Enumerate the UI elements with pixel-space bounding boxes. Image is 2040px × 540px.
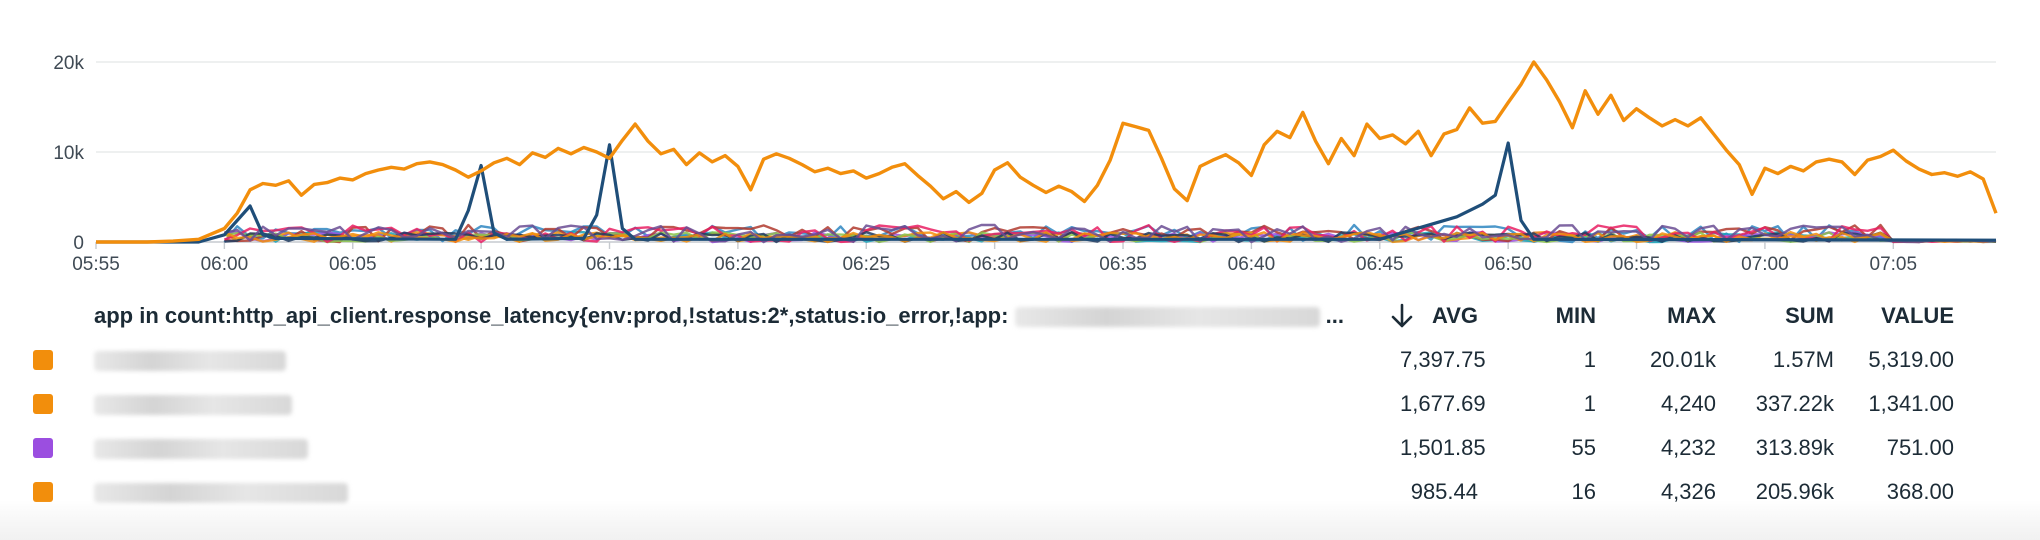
column-header-avg[interactable]: AVG [1431, 303, 1478, 328]
x-tick-label: 07:05 [1870, 254, 1918, 275]
column-header-max[interactable]: MAX [1667, 303, 1716, 328]
x-tick-label: 06:45 [1356, 254, 1404, 275]
cell-min: 1 [1583, 347, 1596, 372]
redacted-text [1014, 307, 1320, 328]
x-tick-label: 06:10 [457, 254, 505, 275]
column-header-sum[interactable]: SUM [1785, 303, 1834, 328]
x-tick-label: 06:25 [842, 254, 890, 275]
cell-sum: 337.22k [1755, 391, 1834, 416]
redacted-series-name [94, 351, 286, 371]
series-color-swatch[interactable] [33, 350, 53, 370]
x-tick-label: 06:15 [586, 254, 634, 275]
cell-avg: 7,397.75 [1400, 347, 1486, 372]
chart-grid [96, 61, 1996, 153]
legend-row[interactable]: 7,397.75 1 20.01k 1.57M 5,319.00 [0, 338, 2040, 382]
series-color-swatch[interactable] [33, 482, 53, 502]
cell-max: 4,326 [1660, 479, 1716, 504]
minor-series-line [224, 223, 1997, 244]
x-tick-label: 06:05 [329, 254, 377, 275]
x-tick-label: 06:35 [1099, 254, 1147, 275]
minor-series-line [223, 231, 1997, 244]
y-axis: 0 10k 20k [53, 53, 84, 254]
x-tick-label: 06:30 [971, 254, 1019, 275]
legend-row[interactable]: 1,501.85 55 4,232 313.89k 751.00 [0, 426, 2040, 470]
x-tick-label: 07:00 [1741, 254, 1789, 275]
redacted-series-name [94, 483, 348, 503]
x-tick-label: 06:00 [201, 254, 249, 275]
cell-sum: 1.57M [1772, 347, 1834, 372]
series-line-0[interactable] [96, 60, 1998, 244]
cell-value: 1,341.00 [1868, 391, 1954, 416]
series-lines [96, 60, 1998, 244]
x-tick-label: 06:50 [1484, 254, 1532, 275]
y-tick-label: 0 [73, 233, 84, 254]
cell-sum: 205.96k [1755, 479, 1834, 504]
x-tick-label: 06:55 [1613, 254, 1661, 275]
y-tick-label: 10k [53, 143, 84, 164]
cell-avg: 1,677.69 [1400, 391, 1486, 416]
redacted-series-name [94, 439, 308, 459]
cell-value: 751.00 [1886, 435, 1954, 460]
cell-max: 4,232 [1660, 435, 1716, 460]
redacted-series-name [94, 395, 292, 415]
y-tick-label: 20k [53, 53, 84, 74]
legend-row[interactable]: 985.44 16 4,326 205.96k 368.00 [0, 470, 2040, 514]
legend-row[interactable]: 1,677.69 1 4,240 337.22k 1,341.00 [0, 382, 2040, 426]
cell-avg: 1,501.85 [1400, 435, 1486, 460]
cell-max: 4,240 [1660, 391, 1716, 416]
legend-query-ellipsis: ... [1325, 303, 1344, 328]
cell-min: 16 [1571, 479, 1596, 504]
timeseries-chart[interactable]: 0 10k 20k 05:55 06:00 06:05 06:10 06:15 06:20 06… [0, 0, 2040, 280]
x-tick-label: 05:55 [72, 254, 120, 275]
column-header-min[interactable]: MIN [1555, 303, 1596, 328]
series-color-swatch[interactable] [33, 394, 53, 414]
series-color-swatch[interactable] [33, 438, 53, 458]
scroll-fade [0, 500, 2040, 540]
cell-avg: 985.44 [1410, 479, 1478, 504]
minor-series-line [96, 141, 1997, 244]
column-header-value[interactable]: VALUE [1881, 303, 1954, 328]
cell-min: 55 [1571, 435, 1596, 460]
cell-sum: 313.89k [1755, 435, 1834, 460]
x-tick-label: 06:20 [714, 254, 762, 275]
minor-series [96, 141, 1997, 244]
cell-max: 20.01k [1649, 347, 1716, 372]
cell-min: 1 [1583, 391, 1596, 416]
x-axis: 05:55 06:00 06:05 06:10 06:15 06:20 06:25 06:30… [72, 241, 1996, 275]
legend-query-header[interactable]: app in count:http_api_client.response_la… [94, 296, 1344, 336]
x-tick-label: 06:40 [1228, 254, 1276, 275]
cell-value: 5,319.00 [1868, 347, 1954, 372]
cell-value: 368.00 [1886, 479, 1954, 504]
legend-query-text: app in count:http_api_client.response_la… [94, 303, 1009, 328]
arrow-down-icon[interactable] [1388, 302, 1416, 330]
